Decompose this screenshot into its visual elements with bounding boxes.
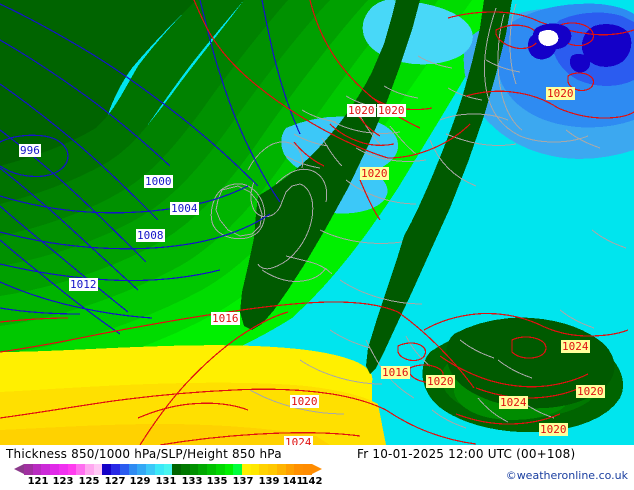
scale-swatch — [294, 464, 303, 475]
weather-map-canvas[interactable]: 996 1000 1004 1008 1012 1020 1020 1020 1… — [0, 0, 634, 445]
scale-swatches — [24, 464, 312, 475]
isobar-label-1020-a: 1020 — [347, 104, 376, 117]
scale-tick: 141 — [282, 476, 304, 487]
scale-tick: 125 — [78, 476, 100, 487]
scale-swatch — [276, 464, 286, 475]
scale-left-arrow — [14, 464, 24, 474]
isobar-label-1016-a: 1016 — [211, 312, 240, 325]
scale-tick: 135 — [206, 476, 228, 487]
scale-swatch — [163, 464, 173, 475]
scale-swatch — [128, 464, 138, 475]
scale-swatch — [102, 464, 112, 475]
scale-swatch — [172, 464, 181, 475]
scale-swatch — [111, 464, 120, 475]
scale-swatch — [241, 464, 251, 475]
scale-swatch — [189, 464, 199, 475]
isobar-label-1024-c: 1024 — [499, 396, 528, 409]
scale-swatch — [85, 464, 94, 475]
scale-swatch — [58, 464, 68, 475]
scale-swatch — [154, 464, 164, 475]
isobar-label-1020-f: 1020 — [290, 395, 319, 408]
scale-swatch — [215, 464, 225, 475]
contour-label-1000: 1000 — [144, 175, 173, 188]
height-contour-layer — [0, 0, 301, 335]
scale-tick: 133 — [181, 476, 203, 487]
scale-swatch — [303, 464, 312, 475]
scale-tick: 131 — [155, 476, 177, 487]
scale-tick: 129 — [129, 476, 151, 487]
scale-swatch — [24, 464, 33, 475]
contour-label-1008: 1008 — [136, 229, 165, 242]
norway-detail-layer — [532, 23, 572, 50]
map-graphics — [0, 0, 634, 445]
scale-right-arrow — [312, 464, 322, 474]
scale-swatch — [233, 464, 242, 475]
isobar-label-1020-g: 1020 — [576, 385, 605, 398]
scale-tick: 121 — [27, 476, 49, 487]
scale-tick: 139 — [258, 476, 280, 487]
contour-label-1012: 1012 — [69, 278, 98, 291]
scale-swatch — [180, 464, 190, 475]
isobar-label-1020-b: 1020 — [377, 104, 406, 117]
scale-swatch — [67, 464, 77, 475]
scale-swatch — [285, 464, 295, 475]
contour-label-996: 996 — [19, 144, 41, 157]
scale-swatch — [93, 464, 103, 475]
color-scale: 121 123 125 127 129 131 133 135 137 139 141 142 — [10, 464, 322, 487]
thickness-bands — [0, 0, 634, 445]
scale-swatch — [119, 464, 129, 475]
scale-tick: 142 — [301, 476, 323, 487]
scale-swatch — [32, 464, 42, 475]
scale-swatch — [268, 464, 277, 475]
scale-swatch — [207, 464, 216, 475]
scale-tick: 137 — [232, 476, 254, 487]
scale-swatch — [198, 464, 208, 475]
scale-swatch — [50, 464, 59, 475]
coastline-layer — [210, 3, 627, 429]
isobar-label-1024-a: 1024 — [284, 436, 313, 445]
scale-swatch — [76, 464, 86, 475]
chart-title: Thickness 850/1000 hPa/SLP/Height 850 hP… — [6, 447, 282, 461]
isobar-label-1016-b: 1016 — [381, 366, 410, 379]
scale-swatch — [41, 464, 51, 475]
isobar-label-1024-b: 1024 — [561, 340, 590, 353]
contour-label-1004: 1004 — [170, 202, 199, 215]
scale-tick: 123 — [52, 476, 74, 487]
scale-swatch — [224, 464, 234, 475]
scale-tick-labels: 121 123 125 127 129 131 133 135 137 139 141 142 — [10, 476, 330, 488]
run-timestamp: Fr 10-01-2025 12:00 UTC (00+108) — [357, 447, 576, 461]
isobar-label-1020-d: 1020 — [546, 87, 575, 100]
isobar-layer — [0, 0, 634, 445]
isobar-label-1020-e: 1020 — [426, 375, 455, 388]
map-footer: Thickness 850/1000 hPa/SLP/Height 850 hP… — [0, 445, 634, 490]
scale-swatch — [250, 464, 260, 475]
copyright-notice: ©weatheronline.co.uk — [505, 469, 628, 482]
isobar-label-1020-h: 1020 — [539, 423, 568, 436]
isobar-label-1020-c: 1020 — [360, 167, 389, 180]
scale-swatch — [137, 464, 147, 475]
scale-tick: 127 — [104, 476, 126, 487]
scale-swatch — [259, 464, 269, 475]
scale-swatch — [146, 464, 155, 475]
